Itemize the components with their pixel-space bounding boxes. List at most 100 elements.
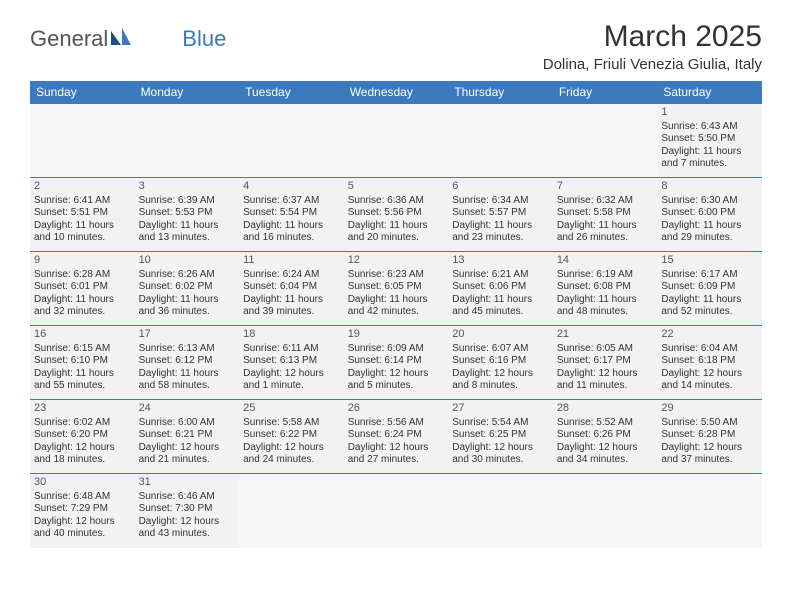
calendar-cell: 19Sunrise: 6:09 AMSunset: 6:14 PMDayligh… [344,326,449,400]
calendar-cell: 15Sunrise: 6:17 AMSunset: 6:09 PMDayligh… [657,252,762,326]
calendar-cell [239,474,344,548]
sunset-text: Sunset: 6:06 PM [452,281,549,294]
sunrise-text: Sunrise: 6:05 AM [557,343,654,356]
dayheader-tue: Tuesday [239,81,344,104]
sunrise-text: Sunrise: 5:52 AM [557,417,654,430]
sunrise-text: Sunrise: 6:07 AM [452,343,549,356]
daylight-text: and 27 minutes. [348,454,445,467]
sunset-text: Sunset: 5:51 PM [34,207,131,220]
daylight-text: Daylight: 11 hours [661,294,758,307]
daylight-text: Daylight: 12 hours [661,442,758,455]
sunrise-text: Sunrise: 6:11 AM [243,343,340,356]
sunrise-text: Sunrise: 6:30 AM [661,195,758,208]
logo-text-general: General [30,26,108,52]
dayheader-sun: Sunday [30,81,135,104]
dayheader-mon: Monday [135,81,240,104]
sunset-text: Sunset: 7:29 PM [34,503,131,516]
sunrise-text: Sunrise: 5:54 AM [452,417,549,430]
calendar-cell: 1Sunrise: 6:43 AMSunset: 5:50 PMDaylight… [657,104,762,178]
daylight-text: and 36 minutes. [139,306,236,319]
sunrise-text: Sunrise: 6:43 AM [661,121,758,134]
sunset-text: Sunset: 6:04 PM [243,281,340,294]
title-block: March 2025 Dolina, Friuli Venezia Giulia… [543,20,762,73]
sunrise-text: Sunrise: 5:56 AM [348,417,445,430]
sunrise-text: Sunrise: 6:13 AM [139,343,236,356]
sunrise-text: Sunrise: 6:34 AM [452,195,549,208]
daylight-text: Daylight: 12 hours [452,442,549,455]
day-number: 4 [243,180,340,194]
daylight-text: and 18 minutes. [34,454,131,467]
sunset-text: Sunset: 6:17 PM [557,355,654,368]
daylight-text: Daylight: 11 hours [557,220,654,233]
calendar-cell: 31Sunrise: 6:46 AMSunset: 7:30 PMDayligh… [135,474,240,548]
daylight-text: Daylight: 12 hours [243,442,340,455]
calendar-cell [30,104,135,178]
day-number: 25 [243,402,340,416]
calendar-week-row: 16Sunrise: 6:15 AMSunset: 6:10 PMDayligh… [30,326,762,400]
sunset-text: Sunset: 6:25 PM [452,429,549,442]
calendar-cell: 22Sunrise: 6:04 AMSunset: 6:18 PMDayligh… [657,326,762,400]
sunrise-text: Sunrise: 6:02 AM [34,417,131,430]
daylight-text: Daylight: 12 hours [139,442,236,455]
calendar-cell: 20Sunrise: 6:07 AMSunset: 6:16 PMDayligh… [448,326,553,400]
sunrise-text: Sunrise: 6:28 AM [34,269,131,282]
sunset-text: Sunset: 6:20 PM [34,429,131,442]
daylight-text: and 20 minutes. [348,232,445,245]
day-number: 30 [34,476,131,490]
sunset-text: Sunset: 6:24 PM [348,429,445,442]
daylight-text: and 8 minutes. [452,380,549,393]
logo-sail-icon [110,26,132,52]
sunrise-text: Sunrise: 5:50 AM [661,417,758,430]
daylight-text: Daylight: 11 hours [661,146,758,159]
calendar-cell: 4Sunrise: 6:37 AMSunset: 5:54 PMDaylight… [239,178,344,252]
calendar-week-row: 2Sunrise: 6:41 AMSunset: 5:51 PMDaylight… [30,178,762,252]
daylight-text: Daylight: 11 hours [139,294,236,307]
sunset-text: Sunset: 7:30 PM [139,503,236,516]
calendar-cell: 11Sunrise: 6:24 AMSunset: 6:04 PMDayligh… [239,252,344,326]
calendar-cell: 2Sunrise: 6:41 AMSunset: 5:51 PMDaylight… [30,178,135,252]
sunrise-text: Sunrise: 6:41 AM [34,195,131,208]
sunset-text: Sunset: 6:00 PM [661,207,758,220]
calendar-cell: 3Sunrise: 6:39 AMSunset: 5:53 PMDaylight… [135,178,240,252]
header: General Blue March 2025 Dolina, Friuli V… [30,20,762,73]
calendar-cell [657,474,762,548]
calendar-cell: 23Sunrise: 6:02 AMSunset: 6:20 PMDayligh… [30,400,135,474]
sunset-text: Sunset: 6:18 PM [661,355,758,368]
sunrise-text: Sunrise: 6:17 AM [661,269,758,282]
day-number: 7 [557,180,654,194]
calendar-week-row: 30Sunrise: 6:48 AMSunset: 7:29 PMDayligh… [30,474,762,548]
calendar-cell: 5Sunrise: 6:36 AMSunset: 5:56 PMDaylight… [344,178,449,252]
daylight-text: Daylight: 11 hours [243,294,340,307]
day-number: 19 [348,328,445,342]
daylight-text: and 16 minutes. [243,232,340,245]
sunrise-text: Sunrise: 6:19 AM [557,269,654,282]
sunset-text: Sunset: 5:54 PM [243,207,340,220]
sunset-text: Sunset: 6:14 PM [348,355,445,368]
daylight-text: and 24 minutes. [243,454,340,467]
logo: General Blue [30,20,226,52]
day-number: 5 [348,180,445,194]
calendar-cell: 17Sunrise: 6:13 AMSunset: 6:12 PMDayligh… [135,326,240,400]
calendar-week-row: 23Sunrise: 6:02 AMSunset: 6:20 PMDayligh… [30,400,762,474]
calendar-cell: 12Sunrise: 6:23 AMSunset: 6:05 PMDayligh… [344,252,449,326]
daylight-text: Daylight: 12 hours [557,368,654,381]
calendar-cell: 10Sunrise: 6:26 AMSunset: 6:02 PMDayligh… [135,252,240,326]
sunset-text: Sunset: 5:53 PM [139,207,236,220]
calendar-cell [239,104,344,178]
daylight-text: Daylight: 12 hours [34,516,131,529]
daylight-text: and 42 minutes. [348,306,445,319]
daylight-text: Daylight: 11 hours [34,220,131,233]
daylight-text: Daylight: 11 hours [452,294,549,307]
daylight-text: and 23 minutes. [452,232,549,245]
daylight-text: Daylight: 12 hours [348,368,445,381]
sunrise-text: Sunrise: 6:32 AM [557,195,654,208]
daylight-text: Daylight: 12 hours [348,442,445,455]
daylight-text: and 48 minutes. [557,306,654,319]
day-number: 12 [348,254,445,268]
sunrise-text: Sunrise: 6:36 AM [348,195,445,208]
daylight-text: Daylight: 11 hours [557,294,654,307]
day-number: 9 [34,254,131,268]
calendar-body: 1Sunrise: 6:43 AMSunset: 5:50 PMDaylight… [30,104,762,548]
day-number: 28 [557,402,654,416]
calendar-week-row: 9Sunrise: 6:28 AMSunset: 6:01 PMDaylight… [30,252,762,326]
